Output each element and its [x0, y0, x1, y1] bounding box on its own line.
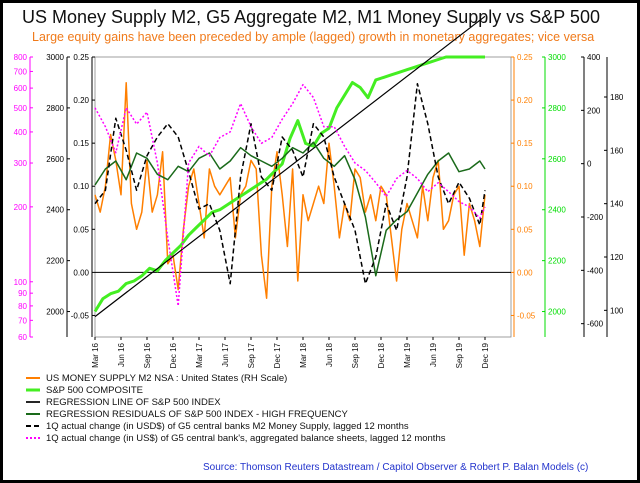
axis-tick-label: 200 [587, 106, 601, 115]
axis-tick-label: 120 [610, 253, 624, 262]
axis-tick-label: -600 [587, 320, 604, 329]
axis-tick-label: 0.25 [73, 53, 89, 62]
axis-tick-label: 500 [14, 104, 28, 113]
axis-tick-label: 180 [610, 93, 624, 102]
legend-label: 1Q actual change (in USD$) of G5 central… [46, 421, 409, 432]
series-line-1 [93, 55, 485, 313]
x-tick-label: Jun 18 [325, 342, 334, 367]
axis-tick-label: 0.05 [73, 225, 89, 234]
axis-tick-label: 0.15 [517, 139, 533, 148]
legend-label: 1Q actual change (in US$) of G5 central … [46, 433, 446, 444]
axis-tick-label: 3000 [548, 53, 566, 62]
axis-tick-label: 300 [14, 159, 28, 168]
axis-tick-label: 2600 [548, 155, 566, 164]
axis-tick-label: 100 [14, 278, 28, 287]
x-tick-label: Dec 17 [273, 342, 282, 368]
axis-tick-label: 2800 [46, 104, 64, 113]
legend: US MONEY SUPPLY M2 NSA : United States (… [26, 373, 446, 444]
axes-layer: 800 700 600 500 400 300 200 100 90 80 70 60 3000 2800… [14, 53, 624, 368]
x-tick-label: Jun 19 [429, 342, 438, 367]
legend-label: REGRESSION LINE OF S&P 500 INDEX [46, 397, 221, 408]
series-line-3 [94, 141, 486, 277]
axis-tick-label: 2600 [46, 155, 64, 164]
axis-tick-label: 0.00 [73, 268, 89, 277]
x-tick-label: Sep 16 [143, 342, 152, 368]
x-tick-label: Dec 19 [481, 342, 490, 368]
axis-tick-label: 800 [14, 53, 28, 62]
axis-tick-label: 2200 [548, 257, 566, 266]
series-line-4 [94, 82, 486, 285]
axis-tick-label: 0.20 [517, 96, 533, 105]
x-tick-label: Mar 18 [299, 342, 308, 367]
axis-tick-label: -0.05 [517, 311, 536, 320]
axis-tick-label: 2800 [548, 104, 566, 113]
axis-tick-label: 3000 [46, 53, 64, 62]
axis-tick-label: 60 [18, 333, 27, 342]
source-text: Source: Thomson Reuters Datastream / Cap… [203, 462, 588, 473]
x-tick-label: Sep 19 [455, 342, 464, 368]
x-tick-label: Jun 16 [117, 342, 126, 367]
axis-tick-label: 90 [18, 289, 27, 298]
x-tick-label: Sep 17 [247, 342, 256, 368]
axis-tick-label: 0 [587, 160, 592, 169]
legend-label: REGRESSION RESIDUALS OF S&P 500 INDEX - … [46, 409, 348, 420]
series-line-0 [94, 82, 486, 299]
x-tick-label: Jun 17 [221, 342, 230, 367]
series-layer [93, 15, 486, 318]
axis-tick-label: 70 [18, 316, 27, 325]
axis-tick-label: 0.05 [517, 225, 533, 234]
axis-tick-label: 80 [18, 302, 27, 311]
axis-tick-label: -400 [587, 266, 604, 275]
axis-tick-label: 0.25 [517, 53, 533, 62]
axis-tick-label: 700 [14, 67, 28, 76]
x-tick-label: Mar 17 [195, 342, 204, 367]
axis-tick-label: 0.10 [517, 182, 533, 191]
axis-tick-label: 2200 [46, 257, 64, 266]
axis-tick-label: 2400 [46, 206, 64, 215]
x-tick-label: Sep 18 [351, 342, 360, 368]
axis-tick-label: 2000 [46, 308, 64, 317]
axis-tick-label: -200 [587, 213, 604, 222]
x-tick-label: Dec 16 [169, 342, 178, 368]
x-tick-label: Mar 19 [403, 342, 412, 367]
axis-tick-label: 0.00 [517, 268, 533, 277]
series-line-2 [94, 15, 486, 318]
axis-tick-label: -0.05 [71, 311, 90, 320]
axis-tick-label: 200 [14, 203, 28, 212]
chart-subtitle: Large equity gains have been preceded by… [32, 30, 594, 44]
axis-tick-label: 0.15 [73, 139, 89, 148]
axis-tick-label: 140 [610, 200, 624, 209]
chart-title: US Money Supply M2, G5 Aggregate M2, M1 … [22, 7, 600, 27]
chart-frame: US Money Supply M2, G5 Aggregate M2, M1 … [3, 3, 637, 480]
axis-tick-label: 400 [587, 53, 601, 62]
axis-tick-label: 0.10 [73, 182, 89, 191]
x-tick-label: Mar 16 [91, 342, 100, 367]
axis-tick-label: 100 [610, 306, 624, 315]
axis-tick-label: 2400 [548, 206, 566, 215]
axis-tick-label: 600 [14, 84, 28, 93]
axis-tick-label: 2000 [548, 308, 566, 317]
axis-tick-label: 0.20 [73, 96, 89, 105]
legend-label: S&P 500 COMPOSITE [46, 385, 143, 396]
legend-label: US MONEY SUPPLY M2 NSA : United States (… [46, 373, 287, 384]
axis-tick-label: 400 [14, 128, 28, 137]
axis-tick-label: 160 [610, 146, 624, 155]
series-line-5 [94, 83, 486, 307]
chart-svg: US Money Supply M2, G5 Aggregate M2, M1 … [14, 7, 624, 473]
x-tick-label: Dec 18 [377, 342, 386, 368]
